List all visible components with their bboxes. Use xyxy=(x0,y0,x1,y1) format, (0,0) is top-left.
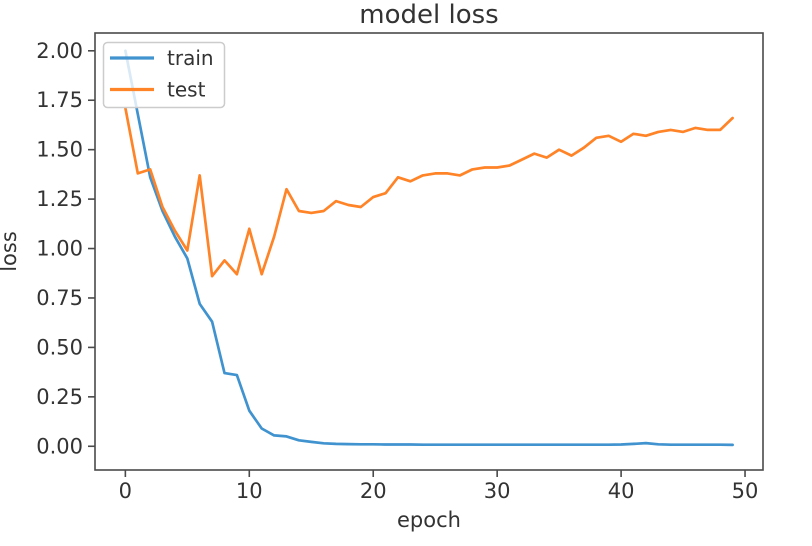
y-tick-label: 0.00 xyxy=(36,434,83,458)
y-tick-label: 1.50 xyxy=(36,138,83,162)
y-tick-label: 1.75 xyxy=(36,88,83,112)
legend: train test xyxy=(102,41,226,109)
x-tick-label: 50 xyxy=(732,479,759,503)
x-tick-label: 0 xyxy=(119,479,132,503)
y-tick-label: 1.25 xyxy=(36,187,83,211)
y-tick-label: 2.00 xyxy=(36,39,83,63)
x-tick-label: 20 xyxy=(360,479,387,503)
y-tick-label: 0.75 xyxy=(36,286,83,310)
x-axis-label: epoch xyxy=(397,508,461,532)
y-axis-label: loss xyxy=(0,231,21,272)
x-tick-label: 30 xyxy=(484,479,511,503)
x-tick-label: 10 xyxy=(236,479,263,503)
y-tick-label: 1.00 xyxy=(36,237,83,261)
train-line xyxy=(124,49,734,447)
chart-title: model loss xyxy=(359,0,498,30)
axes-spines xyxy=(94,32,764,471)
legend-label-test: test xyxy=(167,78,206,102)
x-tick-label: 40 xyxy=(608,479,635,503)
legend-label-train: train xyxy=(167,46,214,70)
y-tick-label: 0.50 xyxy=(36,335,83,359)
y-tick-label: 0.25 xyxy=(36,385,83,409)
test-line xyxy=(124,106,734,278)
